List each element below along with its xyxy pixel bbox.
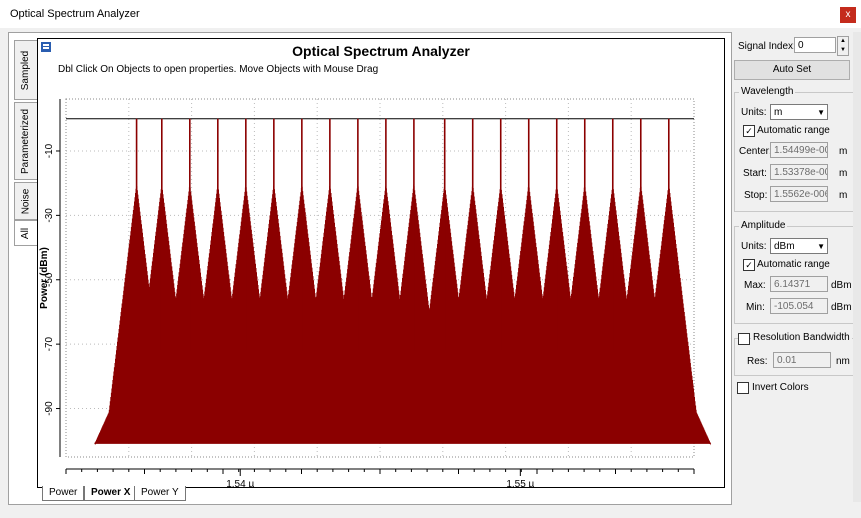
res-unit: nm — [836, 356, 850, 367]
y-tick-label: -50 — [44, 272, 55, 287]
wavelength-group: Wavelength Units: m ▼ ✓ Automatic range C… — [734, 86, 854, 212]
tab-label: All — [20, 227, 32, 239]
tab-label: Parameterized — [20, 108, 32, 174]
tab-all[interactable]: All — [14, 220, 37, 246]
amplitude-auto-range-checkbox[interactable]: ✓ — [743, 259, 755, 271]
invert-colors-checkbox[interactable] — [737, 382, 749, 394]
chart-hint: Dbl Click On Objects to open properties.… — [58, 64, 378, 75]
signal-index-label: Signal Index: — [738, 41, 796, 52]
signal-index-spinner[interactable]: ▲ ▼ — [837, 36, 849, 56]
chart-properties-icon[interactable] — [41, 42, 51, 52]
spectrum-trace — [94, 183, 712, 446]
amplitude-group-title: Amplitude — [739, 220, 788, 231]
side-tabs: Sampled Parameterized Noise All — [14, 40, 40, 480]
tab-power[interactable]: Power — [42, 486, 85, 501]
wavelength-group-title: Wavelength — [739, 86, 796, 97]
amplitude-units-value: dBm — [774, 241, 795, 252]
wavelength-auto-range-checkbox[interactable]: ✓ — [743, 125, 755, 137]
wavelength-units-value: m — [774, 107, 783, 118]
stop-unit: m — [839, 190, 848, 201]
resolution-bandwidth-checkbox[interactable] — [738, 333, 750, 345]
tab-sampled[interactable]: Sampled — [14, 40, 38, 100]
min-unit: dBm — [831, 302, 852, 313]
center-label: Center: — [739, 146, 772, 157]
chart-title: Optical Spectrum Analyzer — [292, 43, 470, 59]
max-field[interactable]: 6.14371 — [770, 276, 828, 292]
y-tick-label: -30 — [44, 208, 55, 223]
amplitude-units-label: Units: — [741, 241, 767, 252]
title-bar: Optical Spectrum Analyzer x — [0, 0, 861, 28]
chevron-down-icon: ▼ — [817, 108, 825, 117]
amplitude-units-select[interactable]: dBm ▼ — [770, 238, 828, 254]
stop-field[interactable]: 1.5562e-006 — [770, 186, 828, 202]
y-tick-label: -90 — [44, 401, 55, 416]
amplitude-auto-range-label: Automatic range — [757, 259, 830, 270]
start-unit: m — [839, 168, 848, 179]
tab-power-y[interactable]: Power Y — [134, 486, 186, 501]
tab-power-x[interactable]: Power X — [84, 486, 138, 501]
max-label: Max: — [744, 280, 766, 291]
tab-label: Noise — [20, 188, 32, 214]
center-unit: m — [839, 146, 848, 157]
res-field[interactable]: 0.01 — [773, 352, 831, 368]
tab-noise[interactable]: Noise — [14, 182, 38, 220]
spectrum-chart[interactable]: Optical Spectrum Analyzer Dbl Click On O… — [38, 39, 724, 487]
center-field[interactable]: 1.54499e-006 — [770, 142, 828, 158]
signal-index-input[interactable]: 0 — [794, 37, 836, 53]
tab-parameterized[interactable]: Parameterized — [14, 102, 38, 180]
x-tick-label: 1.55 µ — [506, 479, 534, 487]
bottom-tabs: Power Power X Power Y — [40, 486, 720, 502]
tab-label: Sampled — [20, 50, 32, 90]
wavelength-units-label: Units: — [741, 107, 767, 118]
settings-panel: Signal Index: 0 ▲ ▼ Auto Set Wavelength U… — [734, 32, 856, 502]
y-axis-label: Power (dBm) — [39, 247, 50, 309]
min-field[interactable]: -105.054 — [770, 298, 828, 314]
min-label: Min: — [746, 302, 765, 313]
plot-area-frame — [65, 98, 695, 458]
scrollbar[interactable] — [853, 32, 861, 502]
wavelength-auto-range-label: Automatic range — [757, 125, 830, 136]
window-title: Optical Spectrum Analyzer — [10, 8, 140, 20]
wavelength-units-select[interactable]: m ▼ — [770, 104, 828, 120]
invert-colors-label: Invert Colors — [752, 382, 809, 393]
start-label: Start: — [743, 168, 767, 179]
chevron-down-icon: ▼ — [817, 242, 825, 251]
auto-set-button[interactable]: Auto Set — [734, 60, 850, 80]
stop-label: Stop: — [744, 190, 768, 201]
x-tick-label: 1.54 µ — [226, 479, 254, 487]
res-label: Res: — [747, 356, 768, 367]
y-tick-label: -70 — [44, 336, 55, 351]
amplitude-group: Amplitude Units: dBm ▼ ✓ Automatic range … — [734, 220, 854, 324]
close-button[interactable]: x — [840, 7, 856, 23]
max-unit: dBm — [831, 280, 852, 291]
start-field[interactable]: 1.53378e-006 — [770, 164, 828, 180]
y-tick-label: -10 — [44, 143, 55, 158]
resolution-group: Resolution Bandwidth Res: 0.01 nm — [734, 332, 854, 376]
resolution-group-title: Resolution Bandwidth — [751, 332, 852, 343]
plot-panel[interactable]: Optical Spectrum Analyzer Dbl Click On O… — [37, 38, 725, 488]
